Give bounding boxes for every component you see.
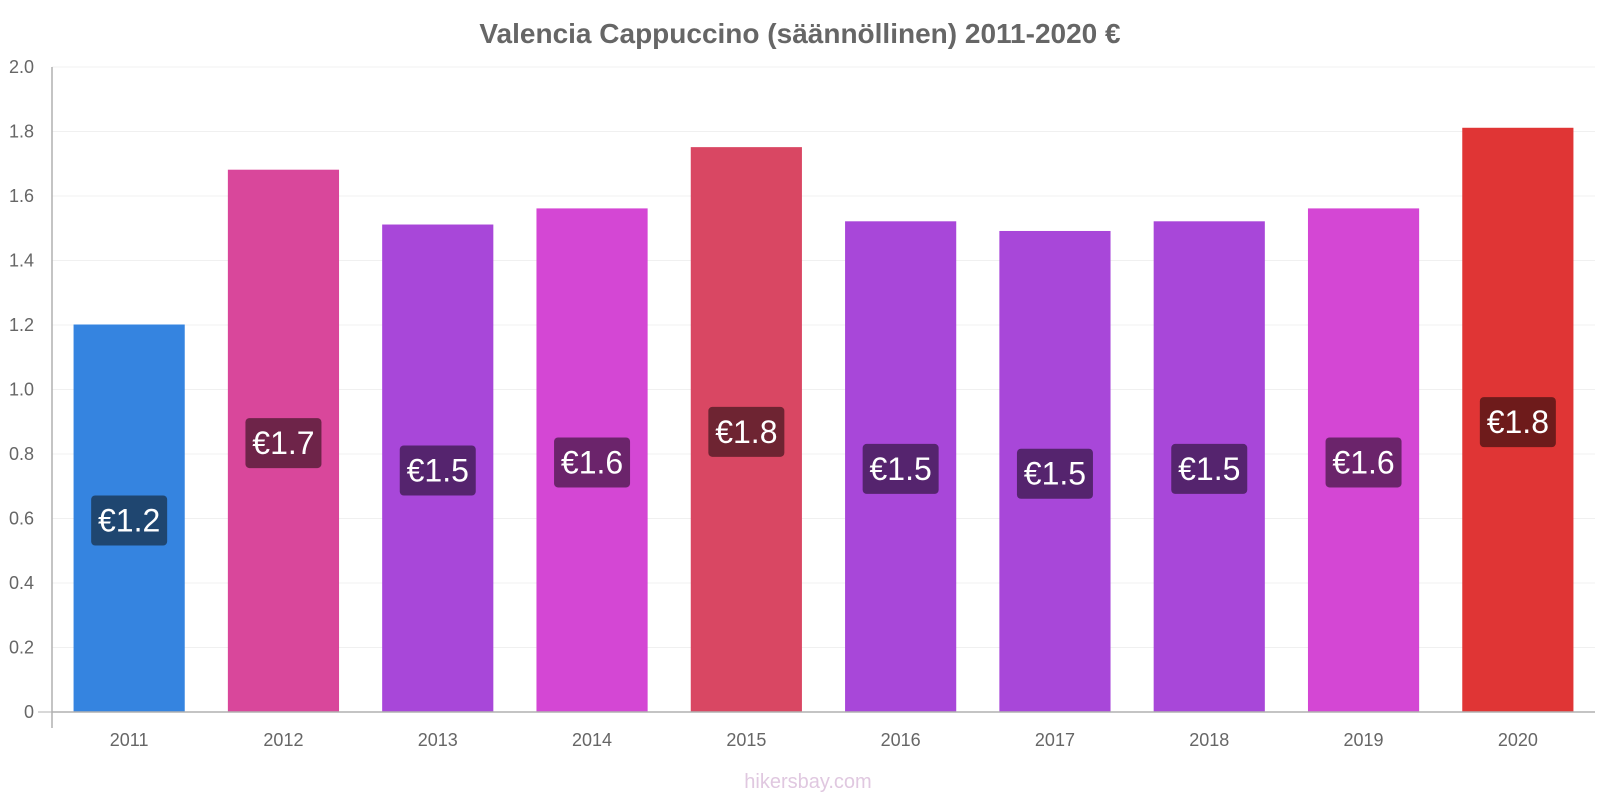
data-label: €1.6 — [561, 444, 623, 480]
x-tick-label: 2012 — [263, 730, 303, 750]
data-label-box — [245, 418, 322, 469]
x-tick-label: 2020 — [1498, 730, 1538, 750]
x-tick-label: 2014 — [572, 730, 612, 750]
x-tick-label: 2018 — [1189, 730, 1229, 750]
data-label-box — [554, 437, 631, 488]
data-label-box — [862, 443, 939, 494]
data-label-box — [1016, 448, 1093, 499]
data-label: €1.8 — [715, 414, 777, 450]
y-tick-label: 0.4 — [9, 573, 34, 593]
x-tick-label: 2015 — [726, 730, 766, 750]
data-label: €1.6 — [1332, 444, 1394, 480]
y-tick-label: 0.2 — [9, 638, 34, 658]
y-tick-label: 2.0 — [9, 57, 34, 77]
y-tick-label: 0 — [24, 702, 34, 722]
data-label: €1.5 — [1024, 456, 1086, 492]
y-tick-label: 1.8 — [9, 122, 34, 142]
y-tick-label: 0.8 — [9, 444, 34, 464]
y-tick-label: 1.6 — [9, 186, 34, 206]
credit-watermark: hikersbay.com — [744, 771, 871, 793]
axes-layer: 0 0.2 0.4 0.6 0.8 1.0 1.2 1.4 1.6 1.8 2.0 2011 2012 2… — [9, 57, 1595, 750]
data-label-box — [399, 445, 476, 496]
data-label-box — [91, 495, 168, 546]
labels-layer: €1.2 €1.7 €1.5 €1.6 €1.8 €1.5 €1.5 €1.5 €1.6 €1.8 — [91, 397, 1556, 546]
x-tick-label: 2016 — [881, 730, 921, 750]
data-label: €1.7 — [252, 425, 314, 461]
x-tick-label: 2017 — [1035, 730, 1075, 750]
data-label-box — [1325, 437, 1402, 488]
data-label-box — [1479, 397, 1556, 448]
data-label: €1.2 — [98, 503, 160, 539]
data-label: €1.5 — [1178, 451, 1240, 487]
y-tick-label: 0.6 — [9, 509, 34, 529]
data-label-box — [1171, 443, 1248, 494]
x-tick-label: 2013 — [418, 730, 458, 750]
data-label: €1.5 — [407, 453, 469, 489]
data-label: €1.5 — [870, 451, 932, 487]
x-tick-label: 2011 — [110, 730, 149, 750]
y-tick-label: 1.0 — [9, 380, 34, 400]
chart-title: Valencia Cappuccino (säännöllinen) 2011-… — [479, 18, 1121, 49]
data-label-box — [708, 406, 785, 457]
x-tick-label: 2019 — [1344, 730, 1384, 750]
y-tick-label: 1.2 — [9, 315, 34, 335]
data-label: €1.8 — [1487, 404, 1549, 440]
y-tick-label: 1.4 — [9, 251, 34, 271]
